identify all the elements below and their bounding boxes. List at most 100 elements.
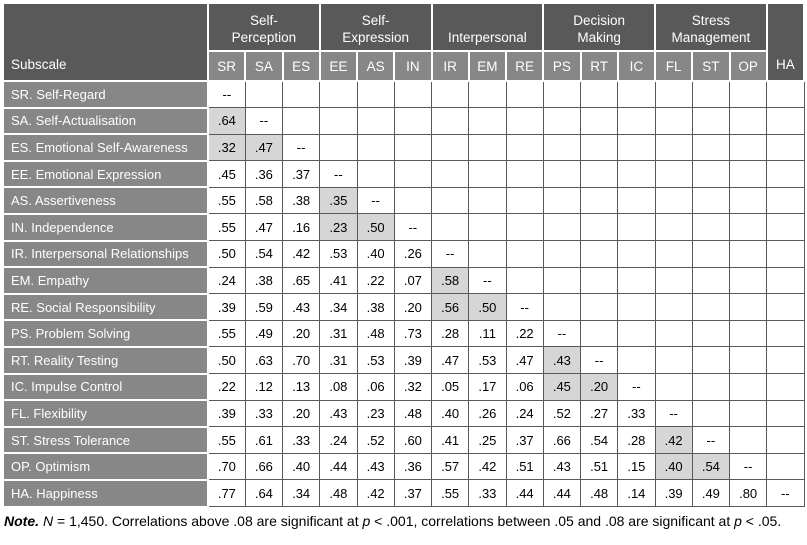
cell-em-sa: .38	[244, 266, 284, 295]
cell-op-op: --	[728, 452, 768, 481]
cell-op-ee: .44	[319, 452, 358, 481]
cell-ha-ha: --	[766, 479, 805, 507]
cell-ic-em: .17	[468, 373, 507, 401]
cell-fl-st	[691, 399, 731, 428]
cell-ps-es: .20	[281, 319, 321, 348]
cell-ir-st	[691, 240, 731, 268]
cell-sa-sr: .64	[207, 107, 246, 135]
cell-ha-ic: .14	[617, 479, 656, 507]
cell-op-em: .42	[468, 452, 507, 481]
cell-ir-ic	[617, 240, 656, 268]
cell-as-rt	[579, 186, 619, 215]
cell-es-sa: .47	[244, 133, 284, 162]
cell-sr-sa	[244, 80, 284, 109]
column-header-in: IN	[393, 50, 433, 82]
cell-rt-ps: .43	[542, 346, 582, 375]
cell-ir-em	[468, 240, 507, 268]
table-note: Note. N = 1,450. Correlations above .08 a…	[2, 508, 805, 531]
cell-ha-st: .49	[691, 479, 731, 507]
table-row-ir: IR. Interpersonal Relationships .50.54.42…	[2, 239, 805, 269]
cell-re-sa: .59	[244, 293, 284, 321]
cell-ee-ee: --	[319, 160, 358, 188]
cell-ps-re: .22	[505, 319, 544, 348]
cell-st-ee: .24	[319, 426, 358, 454]
cell-rt-as: .53	[356, 346, 395, 375]
note-p-symbol-2: p	[734, 512, 742, 529]
cell-ps-ps: --	[542, 319, 582, 348]
cell-in-ha	[766, 213, 805, 242]
cell-em-ha	[766, 266, 805, 295]
table-row-as: AS. Assertiveness .55.58.38.35 --	[2, 186, 805, 215]
cell-ps-fl	[654, 319, 693, 348]
table-row-ee: EE. Emotional Expression .45.36.37 --	[2, 159, 805, 189]
cell-op-in: .36	[393, 452, 433, 481]
cell-es-op	[728, 133, 768, 162]
cell-ic-rt: .20	[579, 373, 619, 401]
cell-fl-ha	[766, 399, 805, 428]
group-header-row: Subscale Self- Perception Self- Expression In…	[2, 2, 806, 82]
cell-sr-fl	[654, 80, 693, 109]
cell-es-es: --	[281, 133, 321, 162]
cell-ir-ir: --	[430, 240, 470, 268]
cell-sa-es	[281, 107, 321, 135]
cell-rt-ic	[617, 346, 656, 375]
cell-fl-ir: .40	[430, 399, 470, 428]
note-label: Note.	[4, 512, 39, 529]
cell-sa-st	[691, 107, 731, 135]
cell-ha-rt: .48	[579, 479, 619, 507]
cell-st-fl: .42	[654, 426, 693, 454]
cell-st-ha	[766, 426, 805, 454]
cell-in-st	[691, 213, 731, 242]
cell-in-re	[505, 213, 544, 242]
cell-ir-fl	[654, 240, 693, 268]
cell-ic-sa: .12	[244, 373, 284, 401]
cell-re-ir: .56	[430, 293, 470, 321]
column-header-sr: SR	[206, 50, 247, 82]
cell-in-ee: .23	[319, 213, 358, 242]
column-header-as: AS	[355, 50, 396, 82]
cell-st-in: .60	[393, 426, 433, 454]
cell-op-sa: .66	[244, 452, 284, 481]
cell-ha-ps: .44	[542, 479, 582, 507]
cell-ee-sr: .45	[207, 160, 246, 188]
note-text-3: < .05.	[741, 512, 782, 529]
cell-sa-re	[505, 107, 544, 135]
cell-ir-es: .42	[281, 240, 321, 268]
cell-ee-ps	[542, 160, 582, 188]
column-header-ee: EE	[318, 50, 359, 82]
cell-re-rt	[579, 293, 619, 321]
table-row-ic: IC. Impulse Control .22.12.13.08.06.32.05…	[2, 372, 805, 402]
cell-ps-in: .73	[393, 319, 433, 348]
cell-sr-ir	[430, 80, 470, 109]
cell-fl-em: .26	[468, 399, 507, 428]
cell-ir-sa: .54	[244, 240, 284, 268]
cell-op-rt: .51	[579, 452, 619, 481]
cell-ha-op: .80	[728, 479, 768, 507]
column-code-row: SR SA ES EE AS IN IR EM RE PS RT IC FL ST OP	[3, 50, 804, 82]
cell-op-ha	[766, 452, 805, 481]
cell-re-ps	[542, 293, 582, 321]
cell-em-op	[728, 266, 768, 295]
subscale-header-cell: Subscale	[2, 2, 209, 82]
cell-em-sr: .24	[207, 266, 246, 295]
cell-ps-em: .11	[468, 319, 507, 348]
cell-st-re: .37	[505, 426, 544, 454]
cell-ee-sa: .36	[244, 160, 284, 188]
note-text-2: < .001, correlations between .05 and .08…	[370, 512, 735, 529]
cell-op-as: .43	[356, 452, 395, 481]
cell-rt-ir: .47	[430, 346, 470, 375]
cell-em-st	[691, 266, 731, 295]
cell-rt-ee: .31	[319, 346, 358, 375]
cell-rt-fl	[654, 346, 693, 375]
cell-em-as: .22	[356, 266, 395, 295]
row-label-ps: PS. Problem Solving	[2, 319, 209, 348]
cell-ee-es: .37	[281, 160, 321, 188]
cell-st-sr: .55	[207, 426, 246, 454]
group-header-self-perception: Self- Perception	[207, 2, 321, 52]
cell-ic-re: .06	[505, 373, 544, 401]
cell-ir-sr: .50	[207, 240, 246, 268]
cell-ha-re: .44	[505, 479, 544, 507]
column-header-re: RE	[504, 50, 545, 82]
cell-em-fl	[654, 266, 693, 295]
cell-as-ha	[766, 186, 805, 215]
